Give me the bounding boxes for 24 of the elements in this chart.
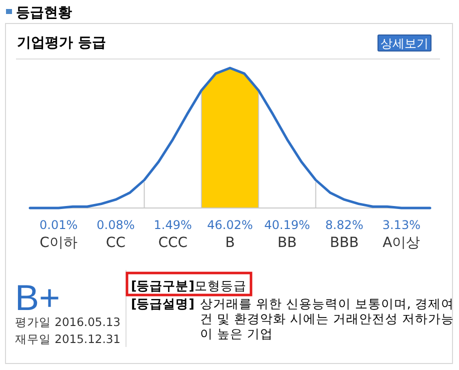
text: 기업평가 등급	[17, 35, 106, 51]
category-label: C이하	[40, 235, 78, 251]
details-button: 상세보기	[378, 34, 432, 52]
data-label: 1.49%	[154, 218, 192, 232]
data-label: 8.82%	[325, 218, 364, 232]
text: 재무일 2015.12.31	[15, 332, 120, 346]
data-label: 0.08%	[96, 218, 135, 232]
category-label: CC	[106, 235, 126, 251]
category-label: BBB	[330, 235, 359, 251]
text: 평가일 2016.05.13	[15, 315, 120, 329]
text: [등급구분]	[131, 278, 194, 293]
text: 모형등급	[194, 278, 246, 293]
text: 상거래를 위한 신용능력이 보통이며, 경제여건 및 환경악화 시에는 거래안전성 저하가능이 높은 기업	[200, 296, 454, 341]
data-label: 3.13%	[382, 218, 420, 232]
data-label: 40.19%	[264, 218, 310, 232]
data-label: 0.01%	[40, 218, 78, 232]
category-label: CCC	[158, 235, 188, 251]
category-label: A이상	[382, 235, 420, 251]
text: [등급설명]	[131, 296, 194, 311]
category-label: B	[225, 235, 235, 251]
text: 등급현황	[16, 5, 72, 21]
category-label: BB	[278, 235, 297, 251]
text: B+	[15, 277, 60, 318]
data-label: 46.02%	[207, 218, 253, 232]
